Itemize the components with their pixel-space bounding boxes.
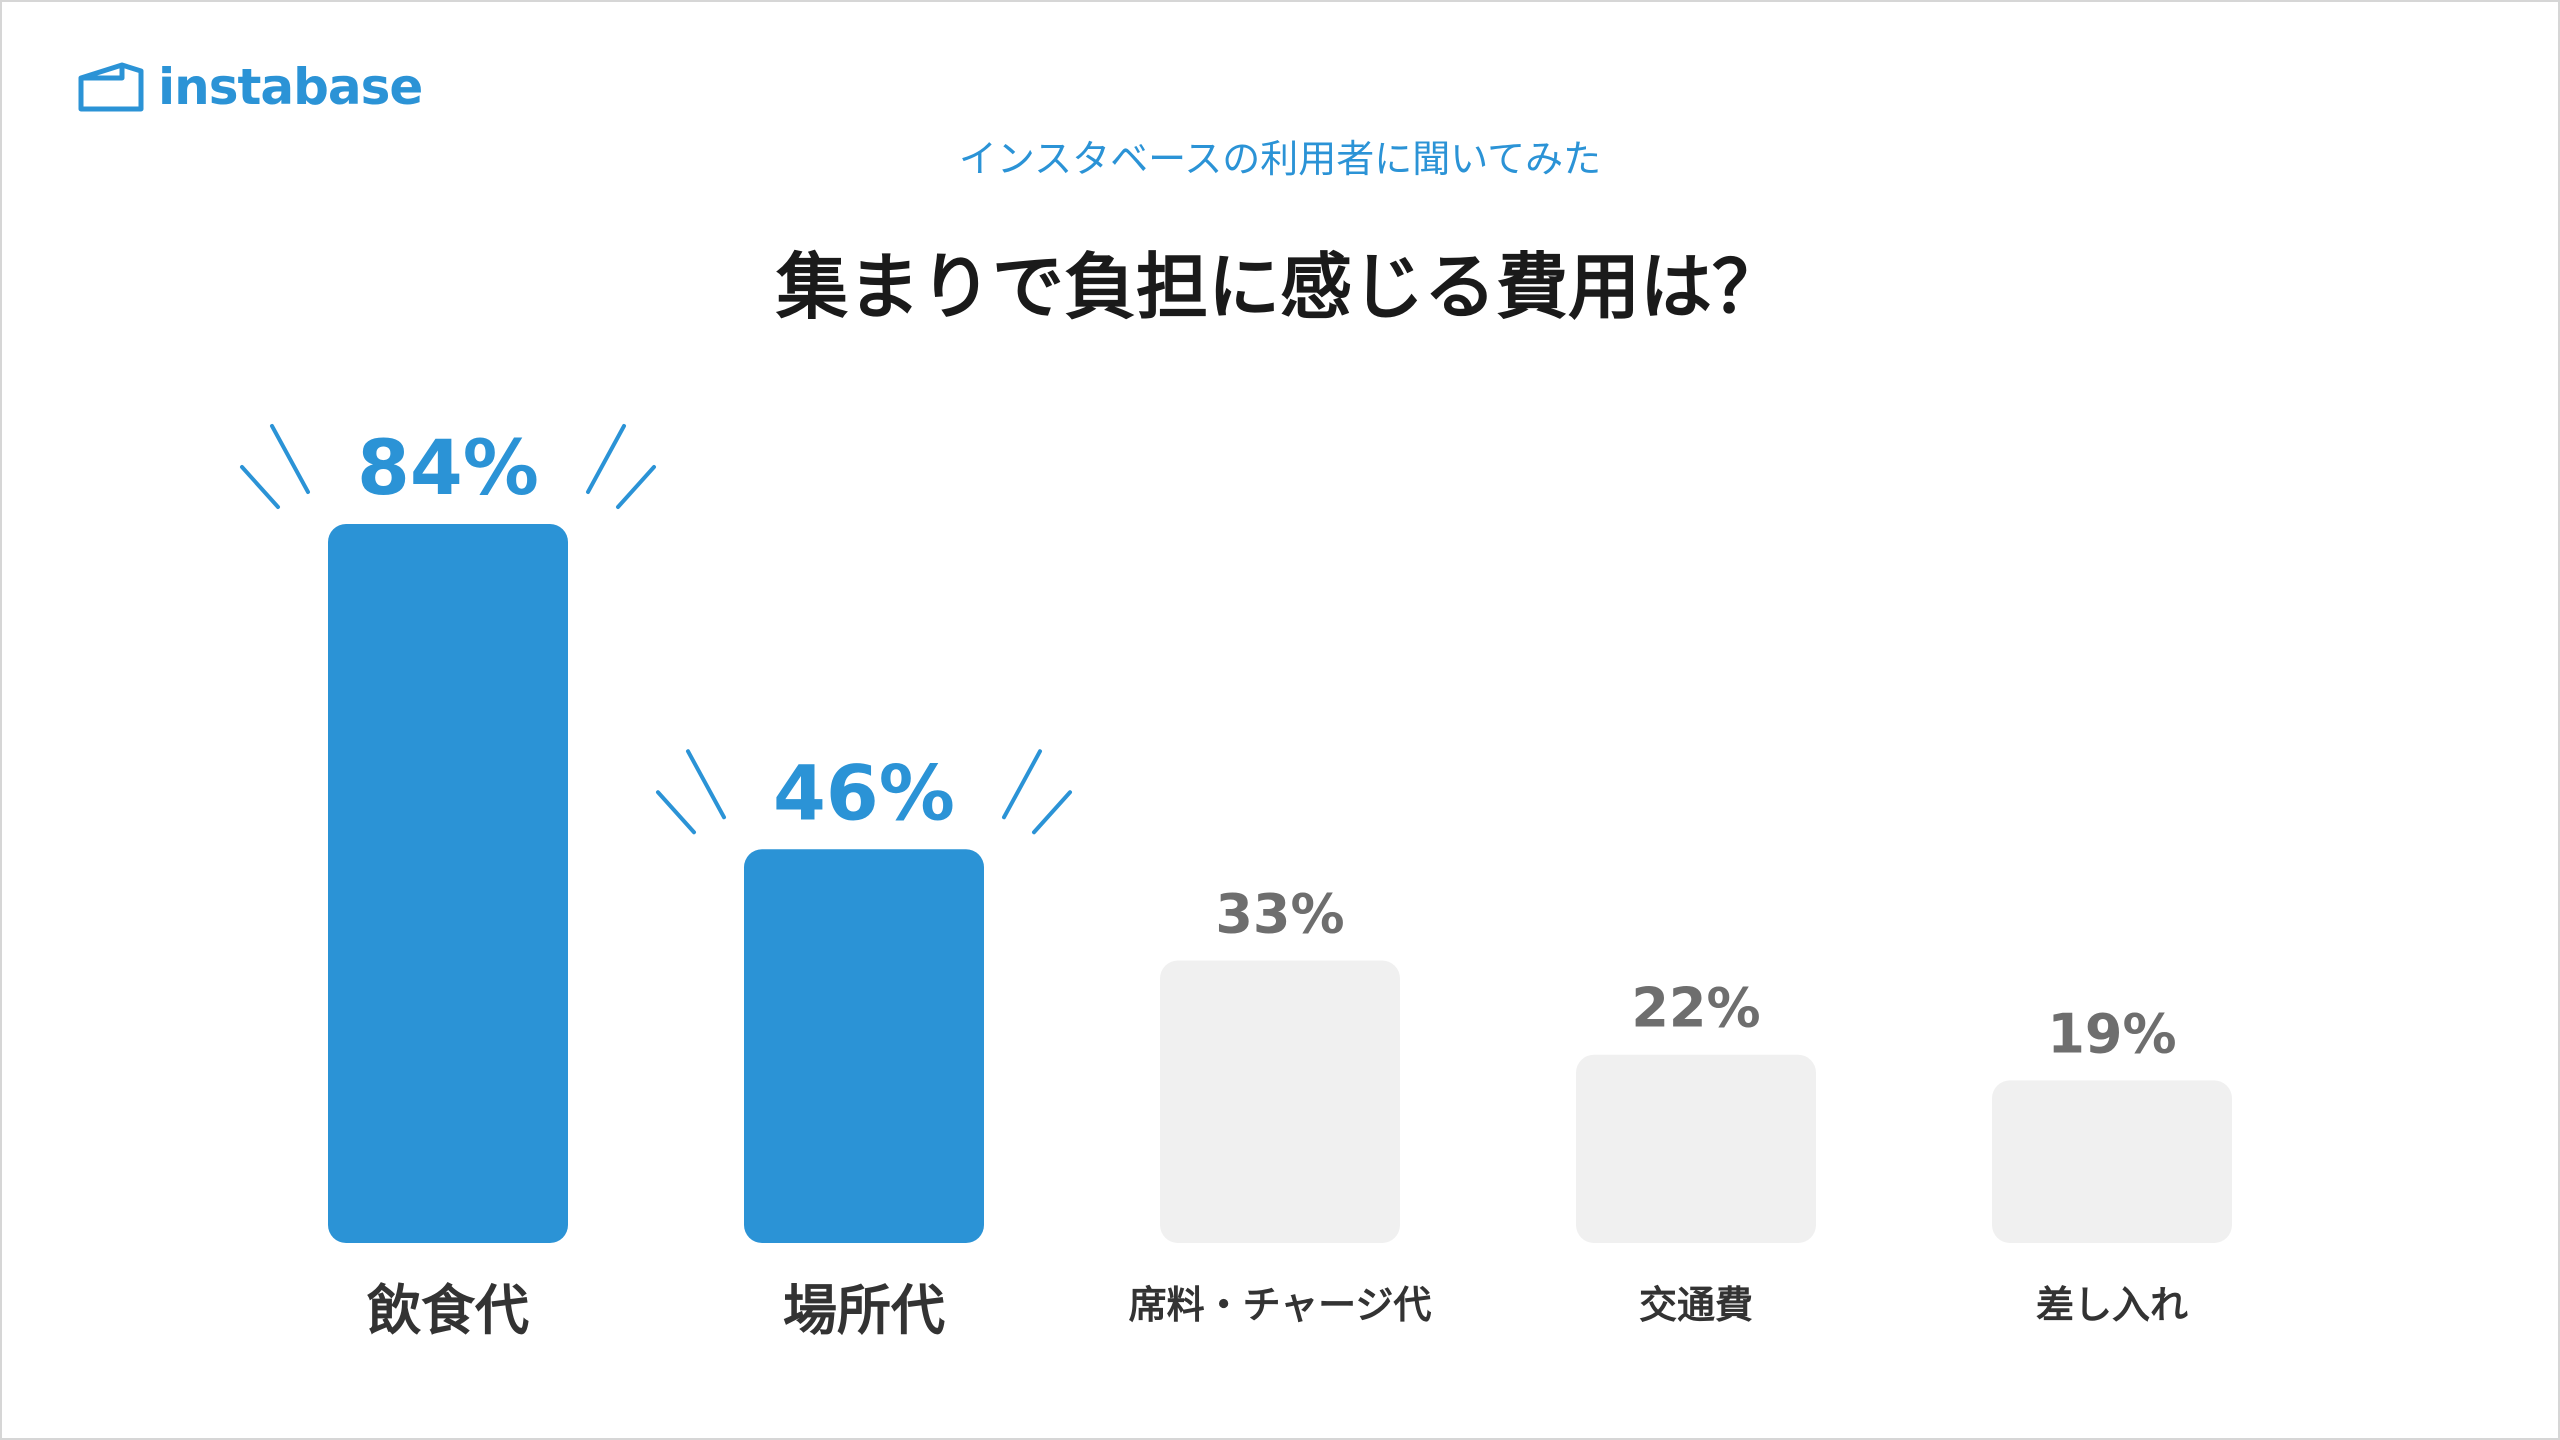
category-label: 差し入れ (2036, 1283, 2188, 1327)
bar-4 (1576, 1054, 1816, 1243)
emphasis-line (270, 424, 310, 494)
category-label: 交通費 (1639, 1283, 1753, 1327)
emphasis-line (1002, 749, 1042, 820)
brand-name: instabase (158, 58, 423, 116)
bar-1 (328, 524, 568, 1243)
bar-value-label: 84% (357, 423, 539, 512)
survey-subtitle: インスタベースの利用者に聞いてみた (958, 137, 1602, 181)
emphasis-line (686, 749, 726, 820)
bar-3 (1160, 960, 1400, 1243)
bar-value-label: 46% (773, 748, 955, 837)
category-label: 場所代 (783, 1279, 945, 1342)
category-label: 飲食代 (367, 1279, 529, 1342)
bar-5 (1992, 1080, 2232, 1243)
bar-2 (744, 849, 984, 1243)
emphasis-line (1032, 790, 1072, 835)
emphasis-line (586, 424, 626, 494)
chart-title: 集まりで負担に感じる費用は？ (775, 245, 1784, 329)
bar-value-label: 22% (1631, 977, 1760, 1040)
bar-value-label: 19% (2047, 1002, 2176, 1065)
house-outline-icon (78, 62, 144, 112)
emphasis-line (616, 465, 656, 509)
bar-value-label: 33% (1215, 883, 1344, 946)
brand-logo: instabase (78, 58, 423, 116)
category-label: 席料・チャージ代 (1129, 1283, 1432, 1327)
emphasis-line (240, 465, 280, 509)
emphasis-line (656, 790, 696, 835)
